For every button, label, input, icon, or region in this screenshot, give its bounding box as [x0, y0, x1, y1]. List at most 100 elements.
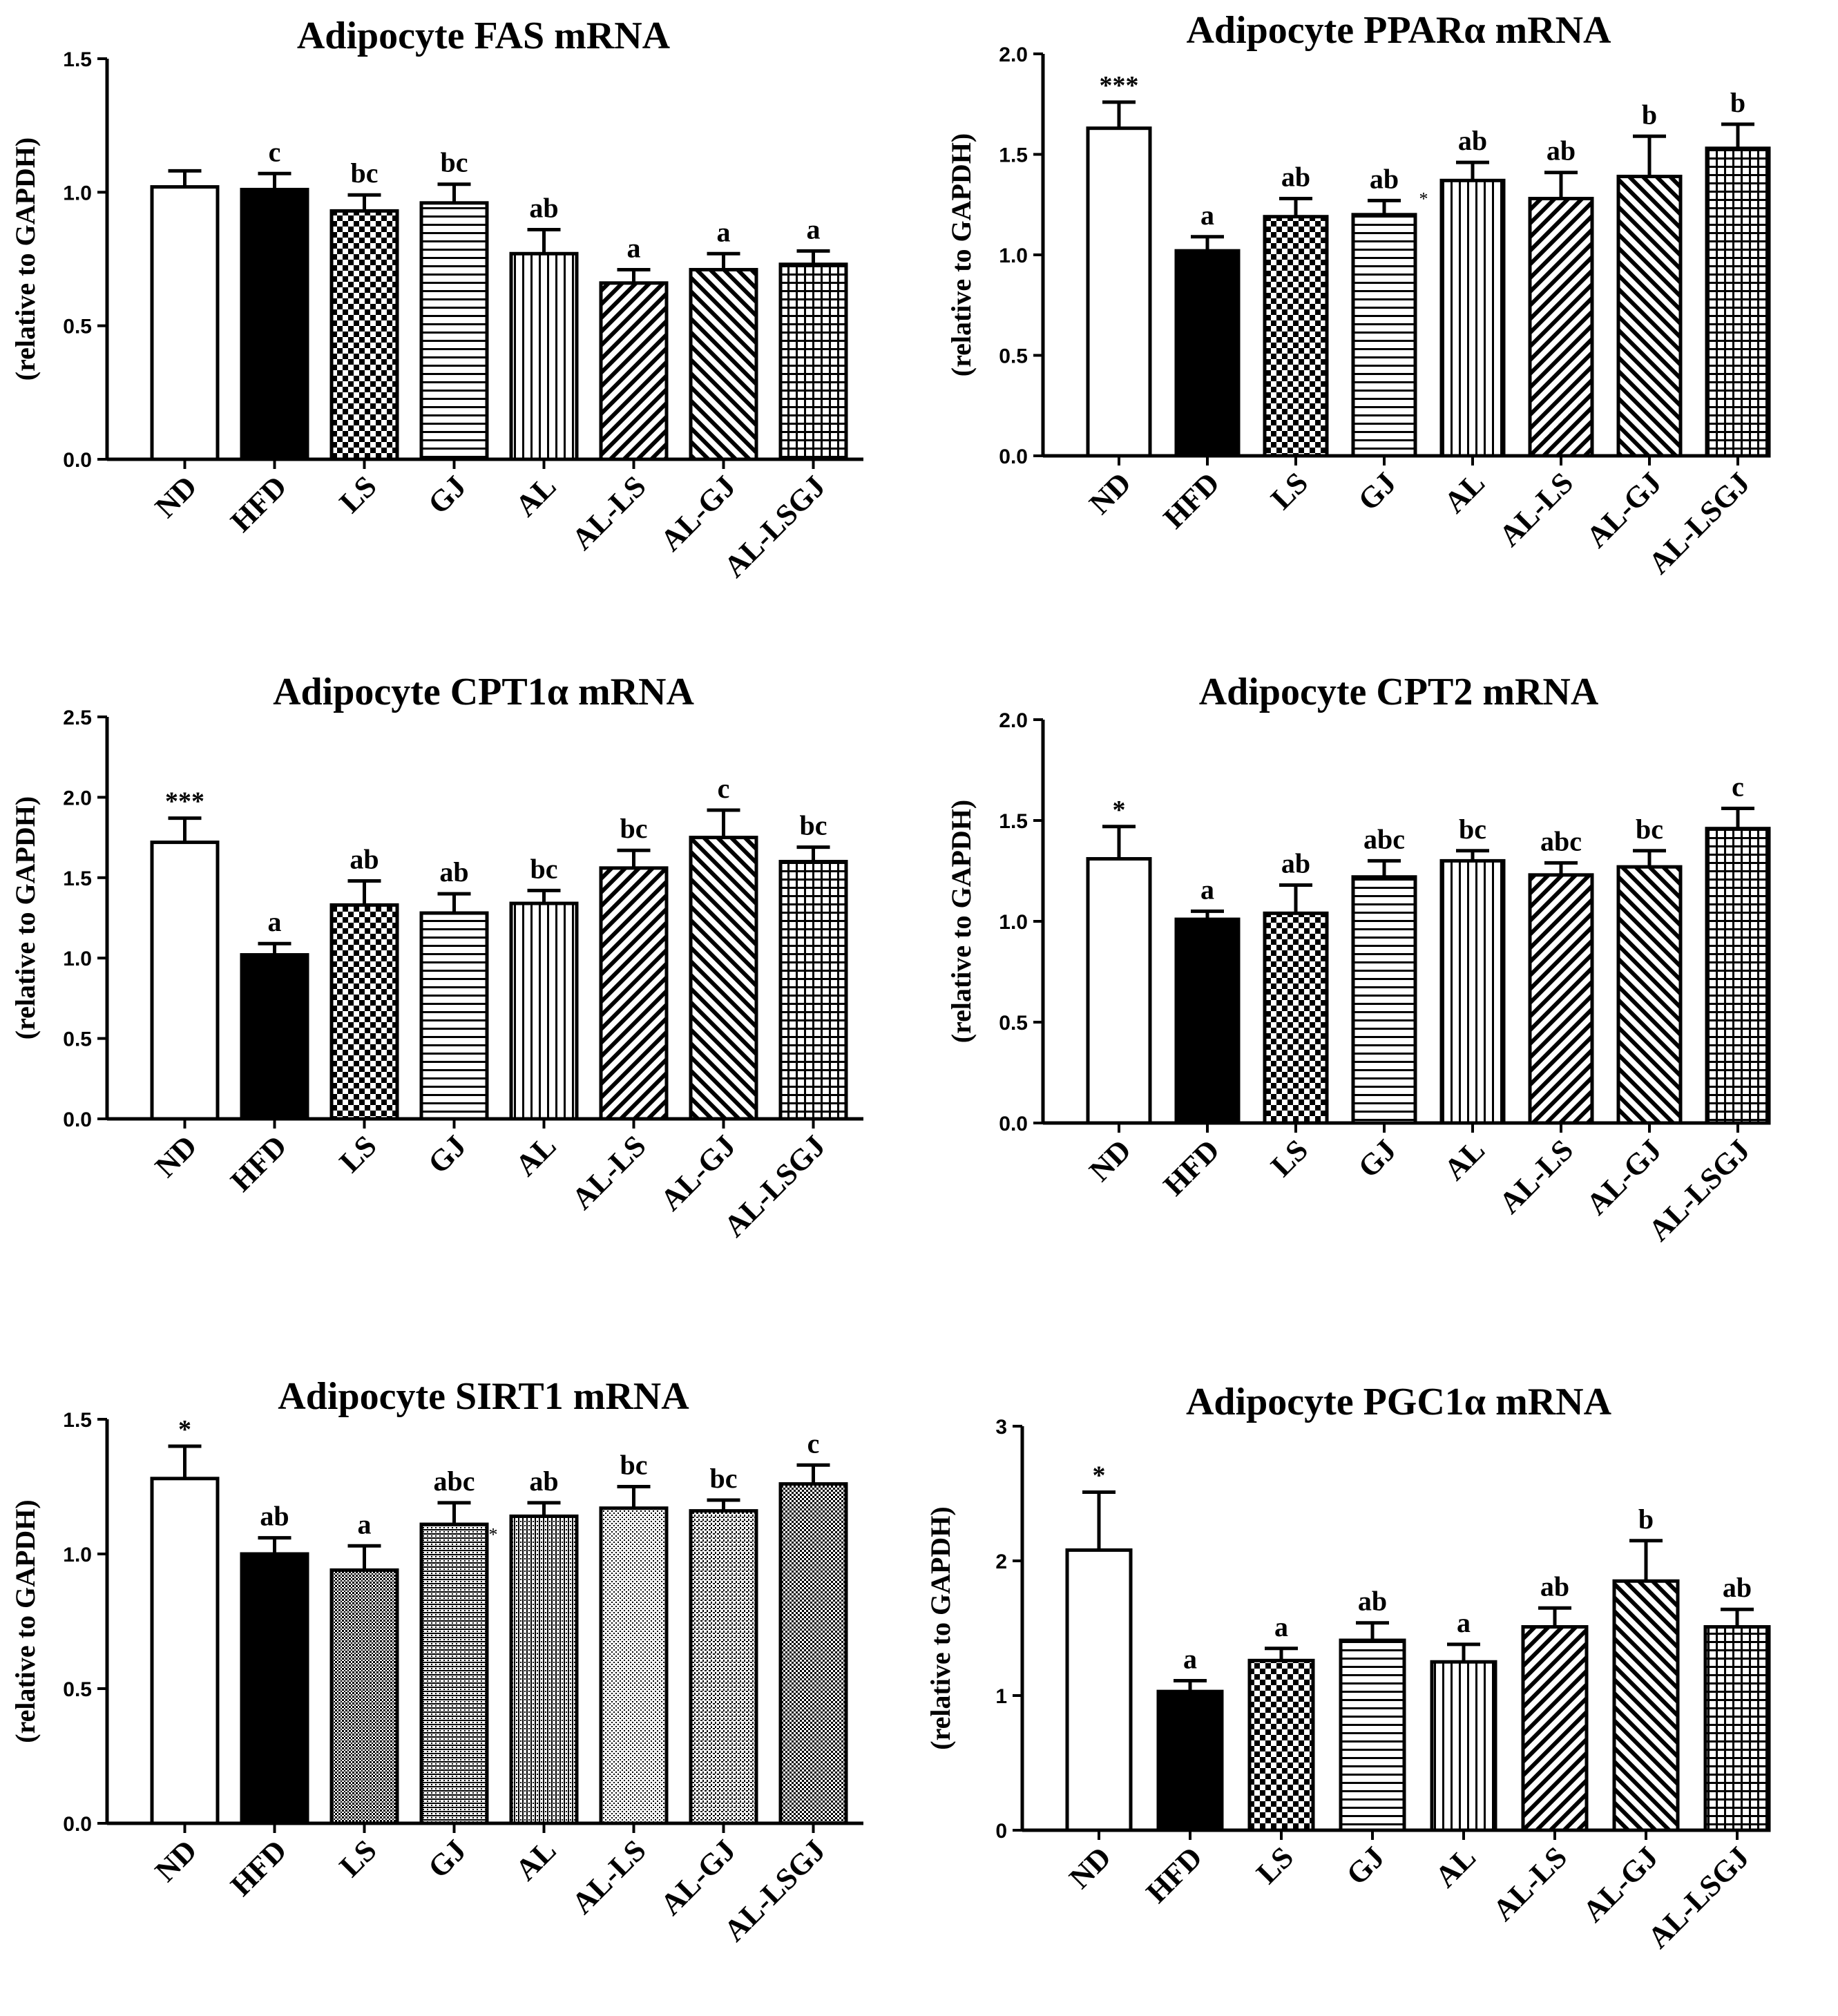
x-tick-label: AL-LS: [1493, 1133, 1580, 1220]
x-tick-label: AL: [509, 1833, 563, 1887]
y-tick-label: 0.5: [63, 316, 92, 338]
annotation-note: *: [489, 1525, 498, 1545]
significance-label: ab: [260, 1501, 289, 1532]
x-tick-label: ND: [1082, 1133, 1138, 1188]
significance-label: a: [1200, 874, 1214, 905]
x-tick-label: GJ: [421, 469, 472, 520]
bar: [1263, 911, 1329, 1125]
significance-label: ab: [1723, 1572, 1752, 1603]
bar: [1174, 917, 1241, 1125]
x-tick-label: AL-GJ: [1576, 1840, 1665, 1928]
y-tick-label: 0.0: [63, 1108, 92, 1131]
x-tick-label: AL-LS: [1486, 1840, 1573, 1927]
bar: [509, 251, 579, 461]
x-tick-label: AL-GJ: [654, 1833, 743, 1921]
significance-label: bc: [620, 813, 648, 844]
significance-label: a: [1183, 1644, 1197, 1675]
bar: [1351, 213, 1417, 458]
bar: [689, 836, 758, 1121]
significance-label: ab: [350, 843, 379, 874]
y-axis-label: (relative to GAPDH): [925, 1506, 956, 1749]
y-tick-label: 1.0: [999, 244, 1028, 267]
bar: [1703, 1625, 1771, 1832]
significance-label: bc: [620, 1450, 648, 1481]
y-tick-label: 2.0: [63, 787, 92, 809]
x-tick-label: GJ: [421, 1129, 472, 1180]
bar: [689, 1509, 758, 1825]
x-tick-label: AL-LS: [565, 1833, 652, 1920]
y-tick-label: 2.0: [999, 709, 1028, 732]
y-tick-label: 0.0: [63, 1813, 92, 1836]
y-axis-label: (relative to GAPDH): [10, 137, 41, 381]
significance-label: c: [269, 136, 281, 167]
significance-label: ab: [1281, 847, 1310, 879]
bar: [329, 209, 399, 461]
significance-label: abc: [1540, 825, 1582, 856]
x-tick-label: LS: [1250, 1840, 1300, 1890]
significance-label: abc: [1363, 823, 1405, 854]
bar: [1247, 1658, 1315, 1832]
significance-label: a: [1457, 1607, 1471, 1638]
significance-label: a: [627, 232, 641, 263]
bar: [599, 866, 669, 1121]
bar: [778, 1482, 848, 1825]
x-tick-label: GJ: [421, 1833, 472, 1884]
bar: [1705, 827, 1771, 1125]
x-tick-label: AL-LS: [565, 1129, 652, 1216]
significance-label: ab: [529, 1466, 558, 1497]
y-tick-label: 1: [995, 1685, 1007, 1708]
x-tick-label: ND: [1062, 1840, 1118, 1895]
y-tick-label: 2: [995, 1551, 1007, 1573]
x-tick-label: HFD: [224, 469, 293, 538]
significance-label: *: [178, 1415, 191, 1444]
bar: [419, 201, 489, 461]
significance-label: *: [1113, 796, 1126, 825]
chart-title: Adipocyte PGC1α mRNA: [1186, 1381, 1612, 1423]
chart-title: Adipocyte FAS mRNA: [297, 15, 671, 57]
x-tick-label: GJ: [1352, 465, 1403, 517]
significance-label: ab: [1547, 135, 1576, 166]
x-tick-label: AL: [509, 1129, 563, 1182]
x-tick-label: GJ: [1340, 1840, 1391, 1891]
bar: [1528, 197, 1594, 458]
x-tick-label: AL: [1437, 465, 1491, 519]
bar: [1351, 875, 1417, 1125]
x-tick-label: GJ: [1352, 1133, 1403, 1184]
significance-label: ***: [165, 787, 204, 816]
significance-label: b: [1730, 87, 1745, 118]
x-tick-label: AL-GJ: [654, 1129, 743, 1217]
significance-label: a: [1274, 1611, 1288, 1642]
significance-label: bc: [351, 157, 379, 189]
bar: [1705, 146, 1771, 458]
significance-label: b: [1642, 99, 1657, 130]
x-tick-label: LS: [333, 1129, 383, 1179]
y-tick-label: 3: [995, 1416, 1007, 1439]
bar: [1263, 215, 1329, 458]
bar: [689, 267, 758, 461]
bar: [240, 953, 309, 1121]
y-tick-label: 1.0: [63, 182, 92, 204]
x-tick-label: AL-LSGJ: [1641, 1840, 1756, 1955]
significance-label: ***: [1100, 71, 1139, 100]
y-tick-label: 1.5: [63, 867, 92, 890]
significance-label: ab: [1540, 1571, 1569, 1602]
x-tick-label: AL-GJ: [1580, 465, 1668, 554]
y-axis-label: (relative to GAPDH): [10, 1499, 41, 1743]
bar: [778, 262, 848, 461]
x-tick-label: ND: [149, 469, 204, 524]
significance-label: a: [717, 216, 731, 247]
bar: [509, 901, 579, 1121]
chart-title: Adipocyte CPT1α mRNA: [273, 671, 694, 713]
bar: [1439, 858, 1506, 1125]
significance-label: b: [1638, 1504, 1654, 1535]
x-tick-label: LS: [1264, 465, 1314, 516]
y-tick-label: 0: [995, 1820, 1007, 1843]
significance-label: ab: [1458, 125, 1487, 156]
significance-label: bc: [710, 1463, 738, 1494]
x-tick-label: HFD: [1140, 1840, 1209, 1909]
bar: [1065, 1548, 1133, 1832]
bar: [419, 911, 489, 1121]
bar: [599, 281, 669, 461]
y-tick-label: 1.5: [63, 48, 92, 71]
significance-label: a: [358, 1508, 372, 1539]
